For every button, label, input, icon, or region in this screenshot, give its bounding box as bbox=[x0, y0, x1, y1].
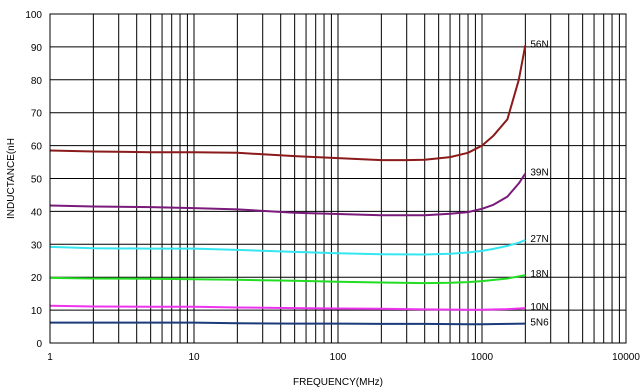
y-tick-label: 40 bbox=[31, 207, 43, 218]
series-layer bbox=[49, 45, 527, 326]
series-line-56n bbox=[49, 45, 527, 162]
x-axis-title: FREQUENCY(MHz) bbox=[293, 377, 383, 388]
series-line-18n bbox=[49, 274, 526, 285]
series-line-5n6 bbox=[50, 321, 526, 326]
grid-layer bbox=[50, 14, 626, 343]
x-tick-label: 10000 bbox=[612, 352, 640, 363]
plot-frame bbox=[49, 13, 627, 344]
series-label-5n6: 5N6 bbox=[530, 318, 549, 329]
y-tick-label: 100 bbox=[25, 10, 42, 21]
y-tick-label: 30 bbox=[31, 240, 43, 251]
y-axis-title: INDUCTANCE(nH bbox=[6, 138, 17, 219]
series-label-39n: 39N bbox=[530, 168, 548, 179]
y-tick-label: 60 bbox=[31, 142, 43, 153]
y-tick-label: 50 bbox=[31, 175, 43, 186]
series-line-27n bbox=[49, 239, 526, 256]
series-line-39n bbox=[49, 173, 527, 217]
series-line-10n bbox=[49, 304, 526, 311]
series-label-18n: 18N bbox=[530, 269, 548, 280]
y-tick-label: 70 bbox=[31, 109, 43, 120]
x-tick-label: 1 bbox=[47, 352, 53, 363]
y-tick-label: 80 bbox=[31, 76, 43, 87]
y-tick-label: 0 bbox=[36, 339, 42, 350]
x-tick-label: 100 bbox=[330, 352, 347, 363]
y-tick-label: 90 bbox=[31, 43, 43, 54]
x-tick-label: 10 bbox=[188, 352, 200, 363]
series-label-56n: 56N bbox=[530, 39, 548, 50]
y-tick-label: 20 bbox=[31, 273, 43, 284]
series-label-10n: 10N bbox=[530, 302, 548, 313]
y-tick-label: 10 bbox=[31, 306, 43, 317]
x-tick-label: 1000 bbox=[471, 352, 494, 363]
series-label-27n: 27N bbox=[530, 234, 548, 245]
